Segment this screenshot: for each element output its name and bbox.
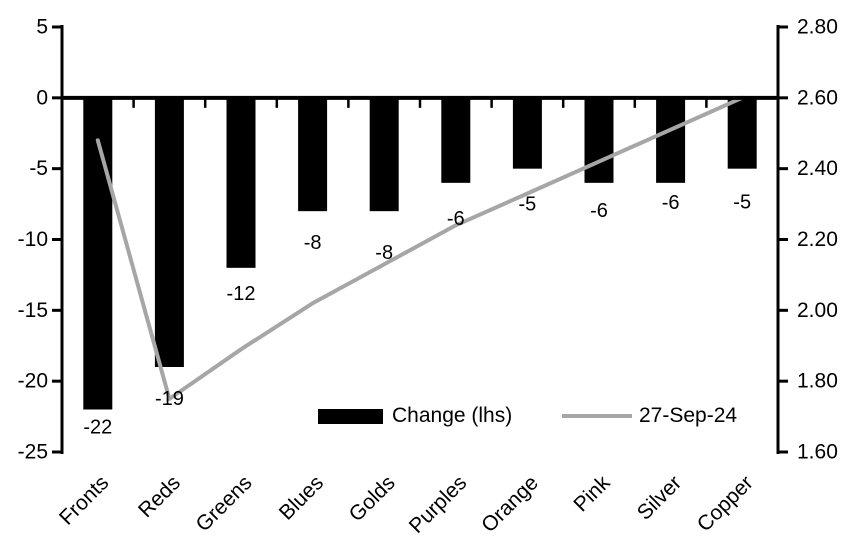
legend-label-change: Change (lhs) bbox=[392, 404, 513, 427]
category-label-pink: Pink bbox=[569, 471, 615, 517]
series-line-27-sep-24[interactable] bbox=[95, 95, 745, 401]
bar-data-label: -8 bbox=[375, 242, 393, 264]
bar-pink[interactable] bbox=[584, 97, 614, 183]
category-label-reds: Reds bbox=[134, 471, 185, 522]
bar-golds[interactable] bbox=[369, 97, 399, 212]
left-axis-tick-label: -5 bbox=[29, 157, 48, 180]
right-axis-tick-label: 2.00 bbox=[797, 299, 838, 322]
bar-purples[interactable] bbox=[441, 97, 471, 183]
bar-data-label: -5 bbox=[519, 194, 537, 216]
left-axis-tick-label: -20 bbox=[18, 370, 48, 393]
left-axis-tick-label: 5 bbox=[36, 16, 48, 39]
bar-data-label: -6 bbox=[662, 192, 680, 214]
legend-item-line[interactable]: 27-Sep-24 bbox=[562, 403, 737, 429]
bar-blues[interactable] bbox=[298, 97, 328, 212]
category-label-orange: Orange bbox=[477, 471, 543, 537]
right-axis-tick-label: 2.80 bbox=[797, 16, 838, 39]
category-label-blues: Blues bbox=[275, 471, 328, 524]
right-axis-tick-label: 2.60 bbox=[797, 86, 838, 109]
left-axis-tick-label: -15 bbox=[18, 299, 48, 322]
bar-data-label: -8 bbox=[304, 232, 322, 254]
left-axis-tick-label: -25 bbox=[18, 441, 48, 464]
bar-data-label: -22 bbox=[83, 417, 112, 439]
category-label-purples: Purples bbox=[405, 471, 472, 538]
category-label-golds: Golds bbox=[345, 471, 400, 526]
bar-data-label: -12 bbox=[227, 283, 256, 305]
left-axis-tick-label: -10 bbox=[18, 228, 48, 251]
right-axis-tick-label: 2.20 bbox=[797, 228, 838, 251]
bar-fronts[interactable] bbox=[83, 97, 113, 410]
bar-swatch-icon bbox=[318, 408, 383, 424]
bar-greens[interactable] bbox=[226, 97, 256, 268]
legend: Change (lhs) 27-Sep-24 bbox=[318, 403, 758, 429]
right-axis-tick-label: 1.60 bbox=[797, 441, 838, 464]
bar-data-label: -6 bbox=[590, 200, 608, 222]
category-label-fronts: Fronts bbox=[55, 471, 113, 529]
bar-orange[interactable] bbox=[512, 97, 542, 169]
bar-data-label: -6 bbox=[447, 208, 465, 230]
bar-copper[interactable] bbox=[727, 97, 757, 169]
bar-silver[interactable] bbox=[656, 97, 686, 183]
bar-data-label: -5 bbox=[733, 192, 751, 214]
bar-reds[interactable] bbox=[154, 97, 184, 367]
category-label-greens: Greens bbox=[192, 471, 257, 536]
left-axis-tick-label: 0 bbox=[36, 86, 48, 109]
right-axis-tick-label: 1.80 bbox=[797, 370, 838, 393]
right-axis-tick-label: 2.40 bbox=[797, 157, 838, 180]
legend-label-date: 27-Sep-24 bbox=[639, 404, 738, 427]
legend-item-change[interactable]: Change (lhs) bbox=[318, 403, 512, 429]
bar-data-label: -19 bbox=[155, 388, 184, 410]
category-label-silver: Silver bbox=[633, 471, 686, 524]
category-label-copper: Copper bbox=[693, 471, 758, 536]
line-swatch-icon bbox=[562, 414, 632, 418]
